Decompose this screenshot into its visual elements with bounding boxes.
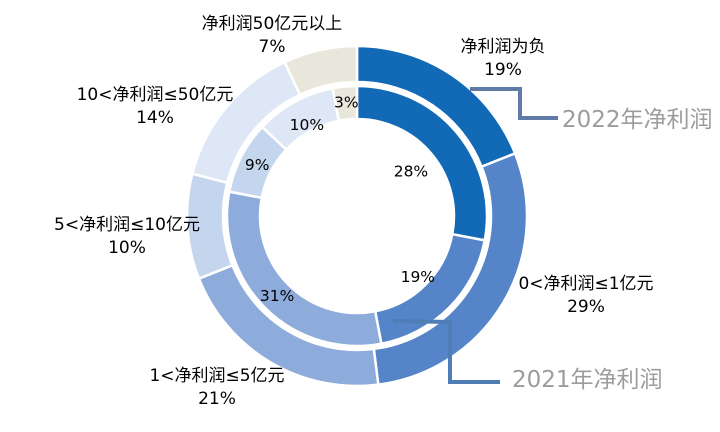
inner-ring-data-label-5: 3% [334, 94, 359, 112]
outer-label-pct: 7% [258, 37, 286, 57]
callout-line-2022 [470, 87, 558, 120]
inner-ring-data-label-1: 19% [401, 268, 435, 286]
series-callout-2021: 2021年净利润 [512, 367, 663, 393]
outer-label-name: 净利润为负 [460, 37, 546, 57]
inner-ring-data-label-0: 28% [394, 162, 428, 180]
outer-label-pct: 10% [108, 238, 146, 258]
outer-label-name: 10<净利润≤50亿元 [76, 85, 234, 105]
outer-label-pct: 19% [484, 60, 522, 80]
inner-ring-data-label-3: 9% [245, 156, 270, 174]
outer-label-net-profit-negative: 净利润为负 19% [461, 36, 546, 82]
outer-label-name: 0<净利润≤1亿元 [518, 274, 654, 294]
series-callout-2022: 2022年净利润 [562, 107, 713, 133]
callout-line-2021 [392, 319, 500, 384]
outer-label-over-50: 净利润50亿元以上 7% [202, 13, 343, 59]
outer-label-name: 5<净利润≤10亿元 [54, 215, 200, 235]
outer-label-name: 1<净利润≤5亿元 [149, 366, 285, 386]
inner-ring-data-label-4: 10% [290, 116, 324, 134]
outer-label-1-to-5: 1<净利润≤5亿元 21% [149, 365, 284, 411]
outer-label-pct: 29% [567, 297, 605, 317]
outer-label-pct: 21% [198, 389, 236, 409]
outer-ring-segment-5 [282, 44, 359, 97]
inner-ring-segment-5 [331, 84, 359, 123]
outer-label-name: 净利润50亿元以上 [201, 14, 343, 34]
outer-label-10-to-50: 10<净利润≤50亿元 14% [77, 84, 234, 130]
inner-ring-data-label-2: 31% [260, 287, 294, 305]
outer-label-5-to-10: 5<净利润≤10亿元 10% [54, 214, 200, 260]
outer-label-pct: 14% [136, 108, 174, 128]
outer-label-0-to-1: 0<净利润≤1亿元 29% [518, 273, 653, 319]
